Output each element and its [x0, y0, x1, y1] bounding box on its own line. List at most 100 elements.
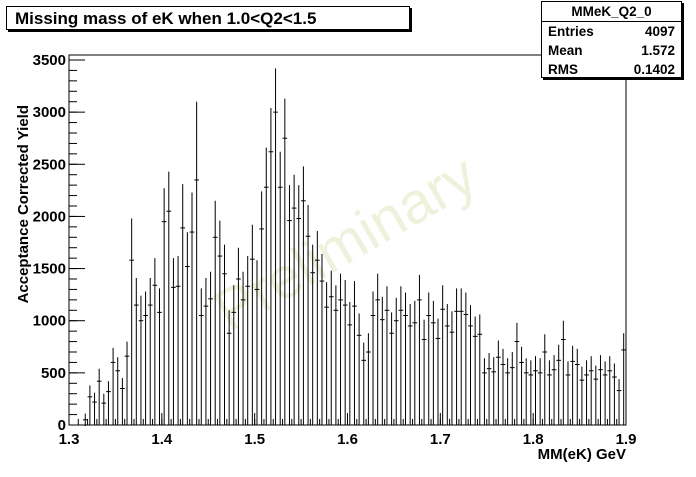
- data-point: [115, 357, 121, 425]
- x-tick-label: 1.5: [244, 431, 265, 448]
- data-point: [463, 292, 469, 425]
- data-point: [310, 244, 316, 425]
- data-point: [138, 295, 144, 425]
- data-point: [189, 192, 195, 425]
- data-point: [291, 174, 297, 425]
- data-point: [171, 258, 176, 425]
- data-point: [482, 358, 487, 425]
- data-point: [96, 368, 102, 425]
- y-tick-label: 500: [41, 365, 66, 382]
- data-point: [588, 356, 594, 425]
- data-point: [222, 244, 227, 425]
- data-point: [333, 285, 339, 425]
- data-point: [82, 413, 88, 427]
- data-point: [250, 224, 255, 425]
- data-point: [212, 200, 218, 425]
- data-point: [398, 286, 404, 425]
- data-point: [356, 313, 362, 425]
- data-point: [328, 270, 334, 425]
- y-tick-label: 2500: [33, 156, 66, 173]
- stats-row-entries: Entries 4097: [542, 22, 681, 41]
- data-point: [259, 191, 264, 425]
- data-point: [301, 166, 306, 425]
- data-point: [375, 273, 380, 425]
- data-point: [161, 188, 167, 425]
- data-point: [491, 357, 497, 425]
- data-point: [342, 280, 348, 425]
- data-point: [87, 385, 93, 425]
- x-tick-label: 1.8: [523, 431, 544, 448]
- data-point: [180, 184, 186, 425]
- data-point: [449, 311, 455, 425]
- data-point: [519, 346, 524, 425]
- data-point: [509, 352, 515, 425]
- data-point: [133, 277, 139, 425]
- data-point: [240, 271, 246, 425]
- stats-name: MMeK_Q2_0: [542, 2, 681, 22]
- data-point: [561, 320, 566, 425]
- data-point: [147, 277, 153, 425]
- data-point: [431, 300, 436, 425]
- x-tick-label: 1.4: [151, 431, 173, 448]
- data-point: [593, 365, 599, 425]
- data-point: [556, 344, 562, 425]
- data-point: [208, 271, 213, 425]
- x-axis-label: MM(eK) GeV: [538, 446, 626, 463]
- data-point: [537, 358, 543, 425]
- data-point: [547, 360, 552, 425]
- data-point: [389, 312, 394, 425]
- data-point: [393, 297, 399, 425]
- data-point: [217, 220, 223, 425]
- stats-value: 4097: [644, 24, 675, 39]
- data-point: [120, 378, 125, 425]
- data-point: [370, 291, 376, 425]
- data-point: [379, 296, 385, 425]
- stats-value: 0.1402: [633, 62, 675, 77]
- data-point: [412, 300, 418, 425]
- data-point: [319, 253, 325, 425]
- data-point: [570, 345, 575, 425]
- y-tick-label: 1500: [33, 261, 66, 278]
- y-tick-label: 1000: [33, 313, 66, 330]
- stats-label: Entries: [548, 24, 594, 39]
- stats-row-rms: RMS 0.1402: [542, 60, 681, 79]
- data-point: [584, 360, 589, 425]
- data-point: [598, 355, 603, 425]
- data-point: [403, 292, 408, 425]
- stats-label: RMS: [548, 62, 578, 77]
- data-point: [366, 333, 371, 425]
- data-point: [505, 358, 510, 425]
- data-point: [426, 292, 432, 425]
- data-point: [407, 304, 413, 425]
- data-point: [101, 393, 107, 425]
- x-tick-label: 1.3: [59, 431, 80, 448]
- data-point: [198, 288, 204, 425]
- data-point: [277, 151, 283, 425]
- data-point: [352, 281, 357, 425]
- data-point: [273, 68, 278, 425]
- stats-value: 1.572: [641, 43, 675, 58]
- data-point: [472, 316, 478, 425]
- data-point: [157, 288, 162, 425]
- data-point: [421, 319, 427, 425]
- data-point: [607, 356, 613, 425]
- data-point: [361, 342, 367, 425]
- data-point: [166, 171, 172, 425]
- data-point: [533, 356, 538, 425]
- data-point: [417, 274, 422, 425]
- data-point: [106, 381, 111, 425]
- data-point: [477, 314, 483, 425]
- stats-box: MMeK_Q2_0 Entries 4097 Mean 1.572 RMS 0.…: [541, 1, 682, 78]
- data-point: [384, 286, 390, 425]
- data-point: [440, 285, 445, 425]
- data-point: [175, 256, 181, 425]
- y-axis-label: Acceptance Corrected Yield: [15, 105, 32, 303]
- data-point: [263, 147, 269, 425]
- data-point: [565, 361, 571, 425]
- data-point: [468, 305, 473, 425]
- data-point: [338, 273, 343, 425]
- x-tick-label: 1.9: [616, 431, 637, 448]
- x-tick-label: 1.6: [337, 431, 358, 448]
- stats-row-mean: Mean 1.572: [542, 41, 681, 60]
